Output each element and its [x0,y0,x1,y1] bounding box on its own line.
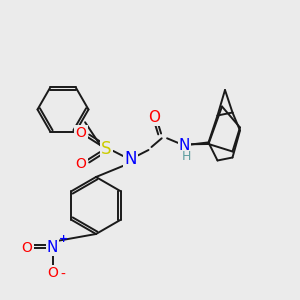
Text: H: H [181,150,191,164]
Text: O: O [76,157,86,170]
Text: O: O [22,241,32,254]
Text: O: O [76,127,86,140]
Text: O: O [47,266,58,280]
Text: N: N [124,150,137,168]
Text: S: S [101,140,112,158]
Text: N: N [179,138,190,153]
Text: N: N [47,240,58,255]
Text: O: O [148,110,160,124]
Text: -: - [60,267,65,281]
Text: +: + [59,233,68,244]
